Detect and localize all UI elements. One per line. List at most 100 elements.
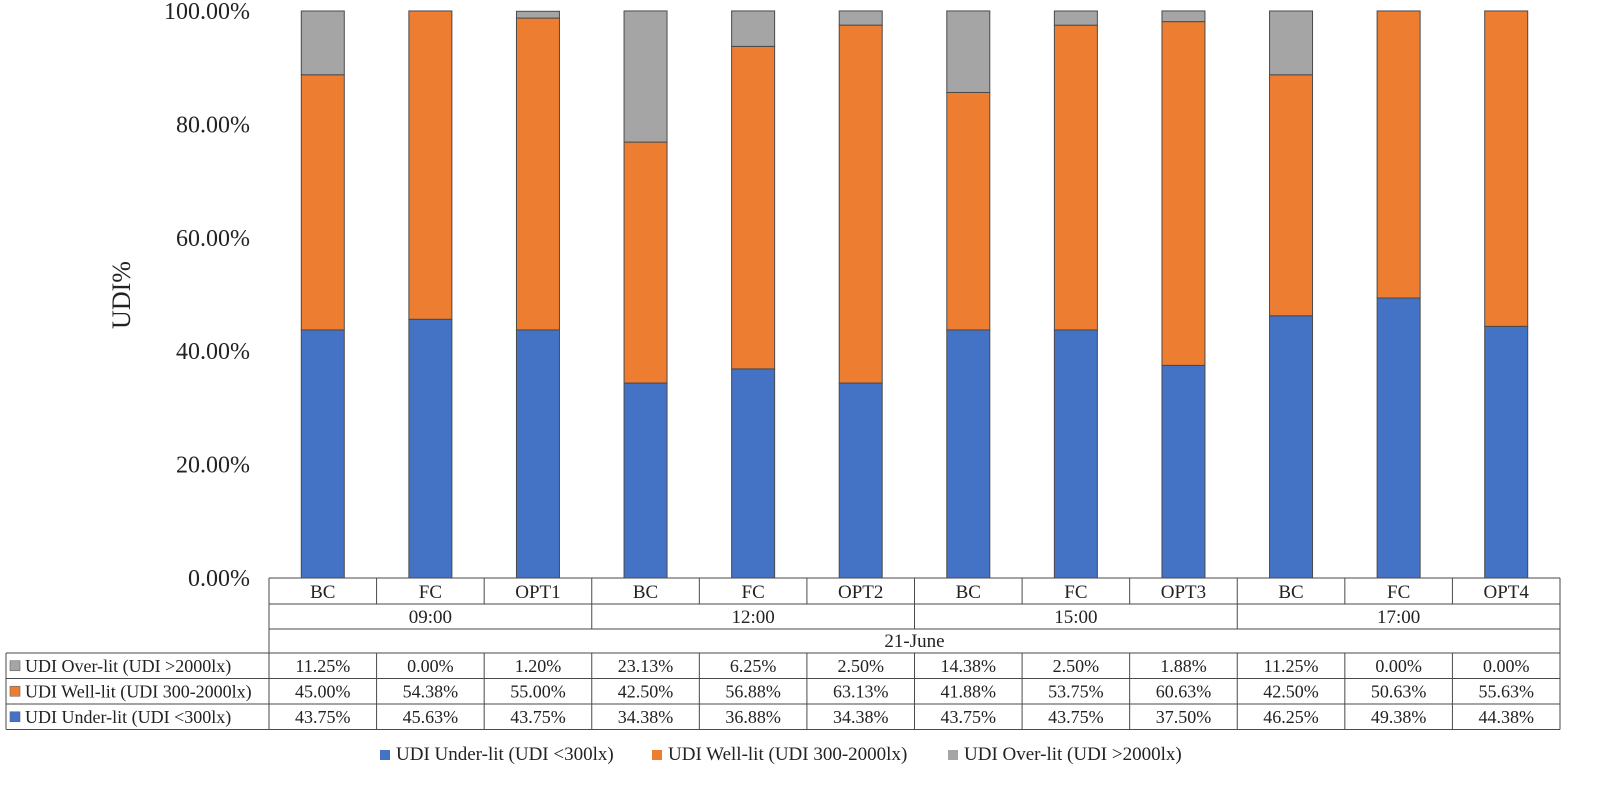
table-cell: 42.50% [1263,681,1319,701]
y-tick-label: 0.00% [188,566,250,592]
table-cell: 6.25% [730,656,777,676]
bar-segment-well-lit [1053,24,1098,331]
bar-segment-over-lit [731,10,776,47]
bar-segment-under-lit [1053,329,1098,579]
legend-label: UDI Under-lit (UDI <300lx) [396,744,614,765]
table-cell: 0.00% [1483,656,1530,676]
bar-segment-under-lit [408,318,453,579]
category-label: FC [1064,582,1087,603]
y-tick-label: 40.00% [176,339,250,365]
legend-item: UDI Under-lit (UDI <300lx) [380,744,614,765]
group-label: 12:00 [731,607,774,628]
bar-segment-well-lit [1484,10,1529,327]
category-label: BC [956,582,981,603]
table-cell: 45.00% [295,681,351,701]
table-cell: 0.00% [407,656,454,676]
table-cell: 50.63% [1371,681,1427,701]
table-cell: 56.88% [725,681,781,701]
table-cell: 55.00% [510,681,566,701]
legend: UDI Under-lit (UDI <300lx) UDI Well-lit (… [380,744,1182,765]
table-cell: 36.88% [725,707,781,727]
category-label: OPT2 [838,582,883,603]
bar-segment-well-lit [1376,10,1421,299]
table-cell: 54.38% [403,681,459,701]
table-cell: 34.38% [618,707,674,727]
category-label: OPT4 [1484,582,1530,603]
category-label: OPT1 [515,582,560,603]
legend-label: UDI Over-lit (UDI >2000lx) [964,744,1182,765]
bar-segment-under-lit [623,382,668,579]
y-axis: 0.00% 20.00% 40.00% 60.00% 80.00% 100.00% [164,0,250,592]
data-table: BC FC OPT1 BC FC OPT2 BC FC OPT3 BC FC OPT4 09:00 12:… [5,577,1561,730]
table-cell: 53.75% [1048,681,1104,701]
table-cell: 43.75% [295,707,351,727]
y-tick-label: 100.00% [164,0,250,25]
table-cell: 43.75% [1048,707,1104,727]
bar-segment-well-lit [946,91,991,331]
table-cell: 44.38% [1478,707,1534,727]
table-cell: 11.25% [1264,656,1319,676]
group-label: 17:00 [1377,607,1420,628]
legend-item: UDI Over-lit (UDI >2000lx) [948,744,1182,765]
bar-segment-under-lit [515,329,560,579]
y-tick-label: 20.00% [176,453,250,479]
table-cell: 34.38% [833,707,889,727]
bar-segment-well-lit [408,10,453,320]
bar-segment-over-lit [623,10,668,143]
table-cell: 2.50% [837,656,884,676]
category-label: BC [310,582,335,603]
table-row-header: UDI Well-lit (UDI 300-2000lx) [25,681,252,702]
bar-segment-under-lit [1484,325,1529,579]
table-cell: 42.50% [618,681,674,701]
table-cell: 37.50% [1156,707,1212,727]
y-tick-label: 60.00% [176,226,250,252]
table-cell: 43.75% [941,707,997,727]
table-cell: 60.63% [1156,681,1212,701]
y-axis-title: UDI% [107,261,136,329]
legend-item: UDI Well-lit (UDI 300-2000lx) [652,744,907,765]
category-label: BC [1278,582,1303,603]
bar-plot-area [300,10,1529,579]
table-cell: 45.63% [403,707,459,727]
bar-segment-under-lit [731,368,776,579]
y-tick-label: 80.00% [176,112,250,138]
bar-segment-well-lit [515,17,560,331]
bar-segment-well-lit [300,74,345,331]
bar-segment-under-lit [1269,315,1314,579]
table-legend-key [9,660,21,672]
table-row-header: UDI Under-lit (UDI <300lx) [25,707,231,728]
table-cell: 43.75% [510,707,566,727]
table-legend-key [9,711,21,723]
category-label: FC [742,582,765,603]
table-cell: 14.38% [941,656,997,676]
bar-segment-over-lit [1053,10,1098,26]
table-cell: 49.38% [1371,707,1427,727]
group-label: 09:00 [409,607,452,628]
table-cell: 1.88% [1160,656,1207,676]
table-cell: 46.25% [1263,707,1319,727]
table-cell: 1.20% [515,656,562,676]
table-cell: 23.13% [618,656,674,676]
bar-segment-well-lit [1269,74,1314,317]
table-cell: 0.00% [1375,656,1422,676]
bar-segment-over-lit [300,10,345,76]
bar-segment-over-lit [838,10,883,26]
bar-segment-over-lit [1269,10,1314,76]
category-label: BC [633,582,658,603]
bar-segment-under-lit [1376,297,1421,579]
bar-segment-well-lit [623,141,668,384]
bar-segment-under-lit [300,329,345,579]
bar-segment-under-lit [946,329,991,579]
bar-segment-over-lit [946,10,991,93]
category-label: FC [419,582,442,603]
category-label: FC [1387,582,1410,603]
bar-segment-over-lit [1161,10,1206,23]
table-cell: 55.63% [1478,681,1534,701]
legend-label: UDI Well-lit (UDI 300-2000lx) [668,744,907,765]
legend-swatch [380,750,390,760]
group-label: 15:00 [1054,607,1097,628]
bar-segment-well-lit [1161,21,1206,366]
table-cell: 63.13% [833,681,889,701]
legend-swatch [652,750,662,760]
